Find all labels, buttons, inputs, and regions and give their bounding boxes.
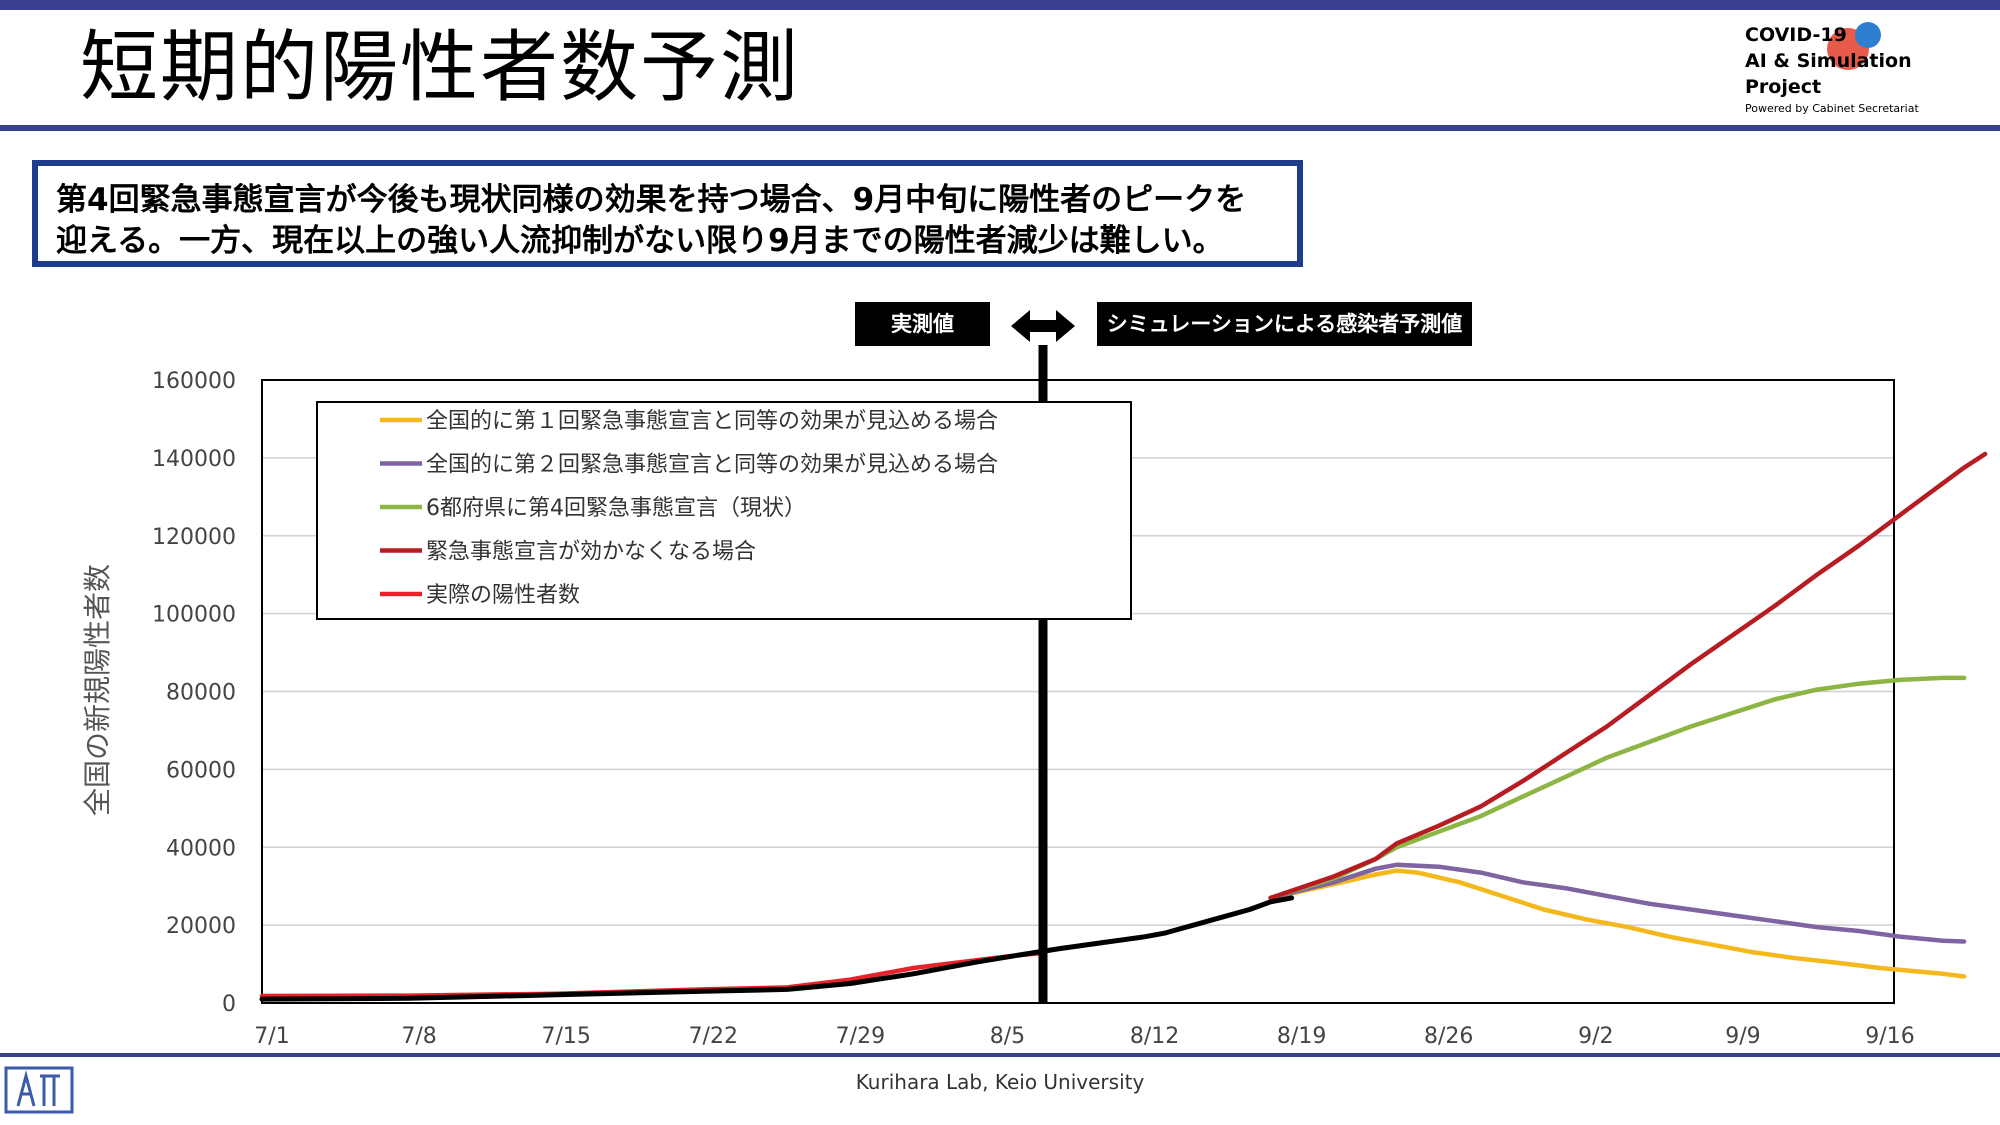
callout-line-1: 第4回緊急事態宣言が今後も現状同様の効果を持つ場合、9月中旬に陽性者のピークを (56, 182, 1247, 218)
header-divider (0, 125, 2000, 131)
series-line (1268, 675, 1967, 901)
y-tick-label: 120000 (152, 525, 236, 550)
y-axis-ticks: 0 20000 40000 60000 80000 100000 120000 140000 1… (152, 369, 236, 1017)
plot-frame (261, 379, 1895, 1004)
x-axis-ticks: 7/1 7/8 7/15 7/22 7/29 8/5 8/12 8/19 8/26 9/2 9/9 9… (254, 1024, 1914, 1049)
summary-callout: 第4回緊急事態宣言が今後も現状同様の効果を持つ場合、9月中旬に陽性者のピークを … (32, 160, 1303, 267)
lab-logo-icon (4, 1066, 74, 1114)
x-tick-label: 7/8 (401, 1024, 436, 1049)
legend-label: 緊急事態宣言が効かなくなる場合 (426, 540, 756, 565)
callout-line-2: 迎える。一方、現在以上の強い人流抑制がない限り9月までの陽性者減少は難しい。 (56, 223, 1224, 259)
series-line (1268, 451, 1988, 901)
x-tick-label: 7/22 (689, 1024, 738, 1049)
y-tick-label: 20000 (166, 914, 236, 939)
legend-label: 全国的に第１回緊急事態宣言と同等の効果が見込める場合 (426, 409, 998, 434)
x-tick-label: 8/12 (1130, 1024, 1179, 1049)
logo-blue-circle (1855, 22, 1881, 48)
series-lines (259, 451, 1988, 1002)
logo-line-3: Powered by Cabinet Secretariat (1745, 102, 1919, 115)
top-accent-bar (0, 0, 2000, 10)
legend-label: 実際の陽性者数 (426, 583, 580, 608)
y-tick-label: 60000 (166, 758, 236, 783)
legend: 全国的に第１回緊急事態宣言と同等の効果が見込める場合全国的に第２回緊急事態宣言と… (316, 401, 1132, 620)
footer-credit: Kurihara Lab, Keio University (855, 1070, 1145, 1094)
x-tick-label: 9/9 (1725, 1024, 1760, 1049)
x-tick-label: 8/19 (1277, 1024, 1326, 1049)
y-tick-label: 140000 (152, 447, 236, 472)
project-logo: COVID-19 AI & Simulation Project Powered… (1745, 22, 1985, 115)
series-line (1268, 868, 1967, 979)
legend-box (316, 401, 1132, 620)
logo-line-2: AI & Simulation Project (1745, 50, 1912, 98)
x-tick-label: 9/2 (1578, 1024, 1613, 1049)
footer-divider (0, 1053, 2000, 1057)
x-tick-label: 8/26 (1424, 1024, 1473, 1049)
series-line (1268, 862, 1967, 944)
x-tick-label: 9/16 (1865, 1024, 1914, 1049)
y-tick-label: 40000 (166, 836, 236, 861)
legend-label: 全国的に第２回緊急事態宣言と同等の効果が見込める場合 (426, 453, 998, 478)
y-tick-label: 160000 (152, 369, 236, 394)
y-tick-label: 0 (222, 992, 236, 1017)
legend-label: 6都府県に第4回緊急事態宣言（現状） (426, 496, 806, 521)
simulated-tag: シミュレーションによる感染者予測値 (1097, 302, 1472, 346)
observed-tag: 実測値 (855, 302, 990, 346)
x-tick-label: 7/29 (836, 1024, 885, 1049)
page-title: 短期的陽性者数予測 (80, 23, 801, 113)
x-tick-label: 8/5 (990, 1024, 1025, 1049)
double-arrow-icon (1011, 310, 1075, 342)
series-line (259, 895, 1295, 1002)
y-tick-label: 80000 (166, 681, 236, 706)
series-line (259, 950, 1042, 999)
logo-line-1: COVID-19 (1745, 24, 1847, 46)
y-tick-label: 100000 (152, 603, 236, 628)
x-tick-label: 7/15 (541, 1024, 590, 1049)
x-tick-label: 7/1 (254, 1024, 289, 1049)
y-axis-label: 全国の新規陽性者数 (81, 564, 114, 816)
